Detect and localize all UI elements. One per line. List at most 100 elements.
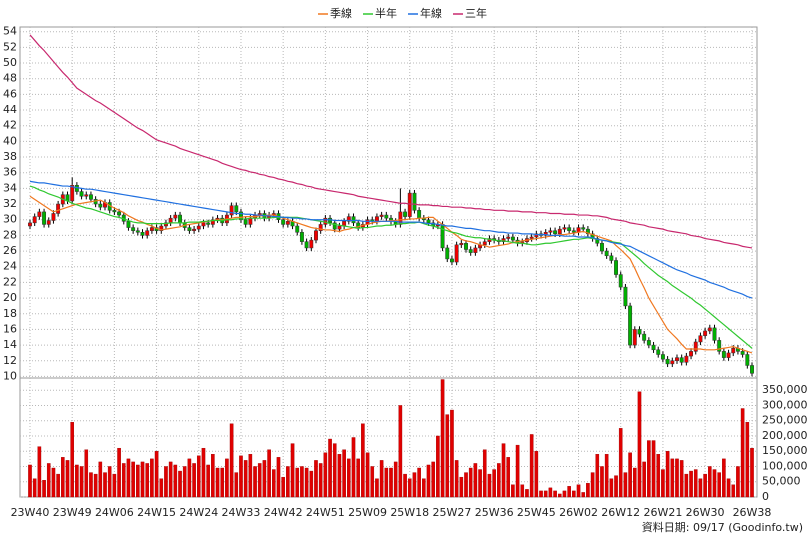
candle-body [412,192,417,211]
volume-bar [637,391,642,498]
candle-body [585,228,590,235]
y-tick-label: 46 [3,87,17,100]
volume-bar [576,484,581,498]
x-tick-label: 24W24 [179,506,218,519]
volume-tick-label: 200,000 [762,429,808,442]
candle-body [164,222,168,227]
volume-bar [407,478,412,498]
candle-body [51,213,56,221]
volume-bar [693,469,698,498]
volume-bar [586,483,590,498]
volume-bar [262,460,267,498]
volume-bar [501,443,506,498]
candle-body [707,327,712,332]
volume-bar [173,464,178,498]
volume-bar [689,470,693,498]
volume-bar [220,467,225,498]
y-tick-label: 36 [3,166,17,179]
volume-bar [548,487,553,498]
candle-body [168,217,173,224]
y-tick-label: 22 [3,275,17,288]
candle-body [403,211,408,217]
y-tick-label: 34 [3,181,17,194]
volume-bar [731,484,736,498]
y-tick-label: 54 [3,25,17,38]
candle-body [126,221,131,228]
legend-label: 半年 [375,6,397,20]
x-tick-label: 26W02 [559,506,598,519]
volume-bar [84,449,89,498]
volume-bar [712,469,717,498]
volume-bar [497,463,501,498]
volume-bar [726,478,731,498]
volume-bar [609,478,614,498]
candle-body [675,357,679,362]
candle-body [684,355,689,363]
volume-tick-label: 0 [762,490,769,503]
volume-bar [482,449,487,498]
volume-bar [225,458,229,498]
volume-bar [422,478,426,498]
candle-body [482,241,487,246]
volume-bar [661,469,665,498]
candle-body [562,227,567,230]
volume-bar [675,458,679,498]
y-tick-label: 14 [3,338,17,351]
candle-body [192,228,197,231]
y-tick-label: 44 [3,103,17,116]
volume-bar [515,444,520,498]
volume-bar [393,461,398,498]
volume-bar [417,467,421,498]
volume-bar [614,475,618,498]
x-tick-label: 24W33 [222,506,261,519]
volume-bar [51,467,56,498]
volume-bar [211,454,215,498]
candle-body [698,335,703,343]
volume-bar [37,446,42,498]
y-tick-label: 48 [3,72,17,85]
y-tick-label: 18 [3,307,17,320]
x-tick-label: 24W06 [95,506,134,519]
candle-body [178,214,182,224]
volume-bar [248,454,253,498]
candle-body [374,216,379,222]
volume-bar [140,461,145,498]
candle-body [346,216,351,222]
candle-body [70,185,75,202]
candle-body [243,219,248,225]
volume-bar [136,464,140,498]
volume-bar [98,461,103,498]
volume-bar [600,466,604,498]
candle-body [28,222,32,227]
volume-bar [665,451,670,498]
candle-body [745,354,750,366]
x-tick-label: 24W15 [137,506,176,519]
y-tick-label: 52 [3,40,17,53]
volume-bar [698,478,703,498]
volume-bar [164,466,168,498]
volume-bar [487,473,492,498]
volume-bar [553,490,557,498]
ma-line [29,195,753,354]
volume-bar [679,460,684,498]
volume-bar [647,440,651,498]
candle-body [173,214,178,219]
volume-bar [618,428,623,498]
volume-bar [281,476,285,498]
volume-bar [384,467,389,498]
volume-bar [604,454,609,498]
candle-body [581,227,586,230]
volume-bar [529,434,534,498]
volume-bar [525,489,529,498]
volume-bar [309,470,314,498]
volume-bar [511,484,515,498]
volume-bar [703,473,707,498]
volume-bar [684,473,689,498]
volume-bar [708,466,712,498]
candle-body [351,216,356,224]
x-tick-label: 25W36 [475,506,514,519]
volume-bar [440,379,445,498]
candle-body [407,192,412,217]
volume-bar [107,466,112,498]
volume-bar [412,472,417,498]
